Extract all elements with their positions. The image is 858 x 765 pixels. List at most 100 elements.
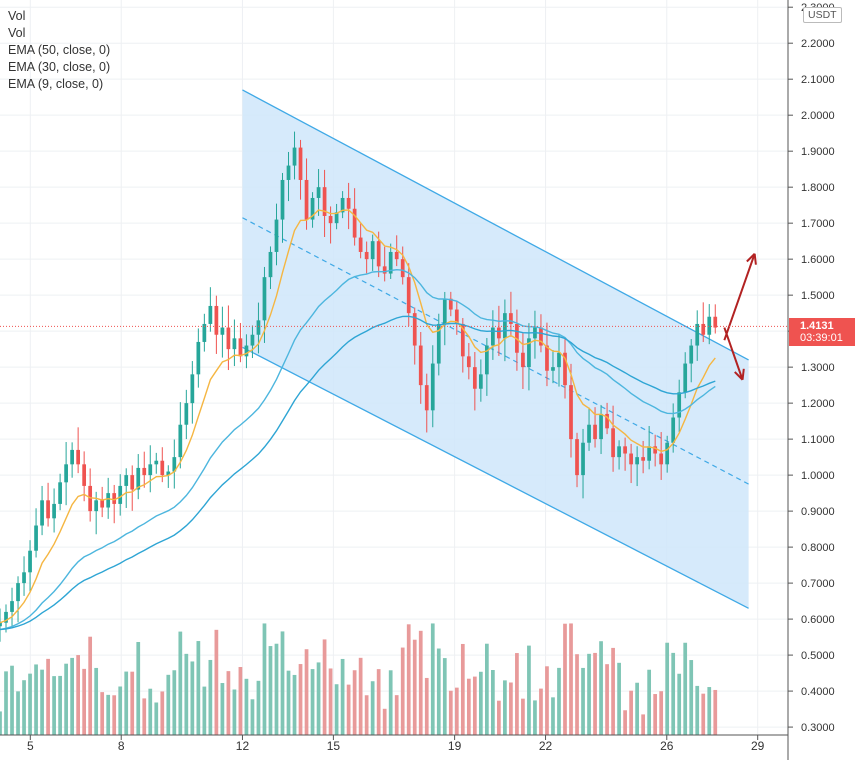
candle-body [250, 334, 255, 346]
volume-bar [238, 666, 243, 735]
legend-ema-9[interactable]: EMA (9, close, 0) [8, 77, 104, 91]
candle-body [382, 266, 387, 274]
x-tick-label: 15 [327, 739, 341, 753]
legend-vol-2[interactable]: Vol [8, 26, 26, 40]
volume-bar [190, 661, 195, 735]
forecast-arrowhead [753, 253, 757, 265]
candle-body [412, 313, 417, 346]
volume-bar [563, 623, 567, 735]
forecast-arrow-down [723, 327, 744, 381]
volume-bar [202, 686, 207, 735]
y-tick-label: 0.8000 [801, 542, 835, 554]
volume-bar [112, 695, 117, 735]
candle-body [406, 277, 411, 314]
candle-body [178, 424, 183, 458]
candle-body [172, 457, 177, 472]
volume-bar [635, 682, 639, 735]
candle-body [478, 374, 483, 389]
volume-bar [497, 700, 501, 735]
currency-label[interactable]: USDT [803, 7, 842, 23]
volume-bar [659, 691, 664, 735]
candle-body [64, 464, 68, 483]
ema-9-line [0, 209, 716, 624]
volume-bar [376, 669, 381, 735]
volume-bar [593, 652, 597, 735]
candle-body [196, 341, 201, 375]
y-tick-label: 1.8000 [801, 182, 835, 194]
legend-ema-30[interactable]: EMA (30, close, 0) [8, 60, 111, 74]
volume-bar [491, 670, 495, 735]
volume-bar [581, 667, 585, 735]
volume-bar [58, 675, 62, 735]
volume-bar [400, 647, 405, 735]
legend-ema-50[interactable]: EMA (50, close, 0) [8, 43, 111, 57]
indicator-legend: Vol Vol EMA (50, close, 0) EMA (30, clos… [8, 8, 110, 93]
candle-body [346, 197, 351, 209]
y-tick-label: 1.6000 [801, 254, 835, 266]
candle-body [112, 493, 117, 504]
forecast-arrow-up [723, 253, 756, 341]
volume-bar [148, 688, 153, 735]
volume-bar [418, 630, 423, 735]
volume-bar [160, 691, 165, 735]
volume-bar [617, 662, 621, 735]
volume-bar [64, 663, 68, 735]
volume-bar [527, 645, 531, 735]
volume-bar [250, 699, 255, 735]
volume-bar [364, 695, 369, 735]
legend-vol-1[interactable]: Vol [8, 9, 26, 23]
candle-body [695, 323, 700, 346]
volume-bar [172, 670, 177, 735]
volume-bar [10, 665, 14, 735]
volume-bar [70, 657, 74, 735]
volume-bar [472, 676, 477, 735]
candle-body [46, 500, 50, 519]
candle-body [292, 147, 297, 166]
candle-body [509, 313, 513, 324]
volume-bar [0, 711, 2, 735]
candle-body [208, 305, 213, 324]
volume-bar [340, 658, 345, 735]
candle-body [16, 583, 20, 602]
volume-bar [316, 662, 321, 735]
channel-lower-line [242, 346, 749, 609]
volume-bar [142, 698, 147, 735]
y-tick-label: 1.0000 [801, 470, 835, 482]
volume-bar [394, 695, 399, 735]
y-tick-label: 0.6000 [801, 614, 835, 626]
forecast-arrowhead [741, 368, 745, 380]
volume-bar [4, 671, 8, 735]
volume-bar [611, 647, 615, 735]
candle-body [10, 601, 14, 612]
candle-body [370, 241, 375, 260]
volume-bar [623, 710, 627, 735]
volume-bar [334, 684, 339, 735]
candle-body [40, 500, 44, 526]
candle-body [100, 500, 105, 508]
candle-body [190, 374, 195, 404]
y-tick-label: 0.5000 [801, 650, 835, 662]
candle-body [641, 457, 645, 461]
last-price-value: 1.4131 [800, 320, 834, 333]
volume-bar [274, 643, 279, 735]
volume-bar [262, 623, 267, 735]
volume-bar [286, 670, 291, 735]
candle-body [466, 356, 471, 368]
candle-body [310, 197, 315, 220]
candle-body [587, 424, 591, 443]
candle-body [629, 453, 633, 465]
candle-body [22, 572, 26, 584]
volume-bar [214, 629, 219, 735]
price-channel [242, 89, 749, 609]
volume-bar [701, 693, 706, 735]
volume-bar [629, 690, 633, 735]
candle-body [28, 550, 32, 573]
volume-bar [226, 671, 231, 735]
volume-bar [545, 666, 549, 735]
volume-bar [322, 639, 327, 735]
volume-bar [653, 694, 658, 735]
candle-body [256, 320, 261, 335]
candle-body [611, 428, 615, 458]
